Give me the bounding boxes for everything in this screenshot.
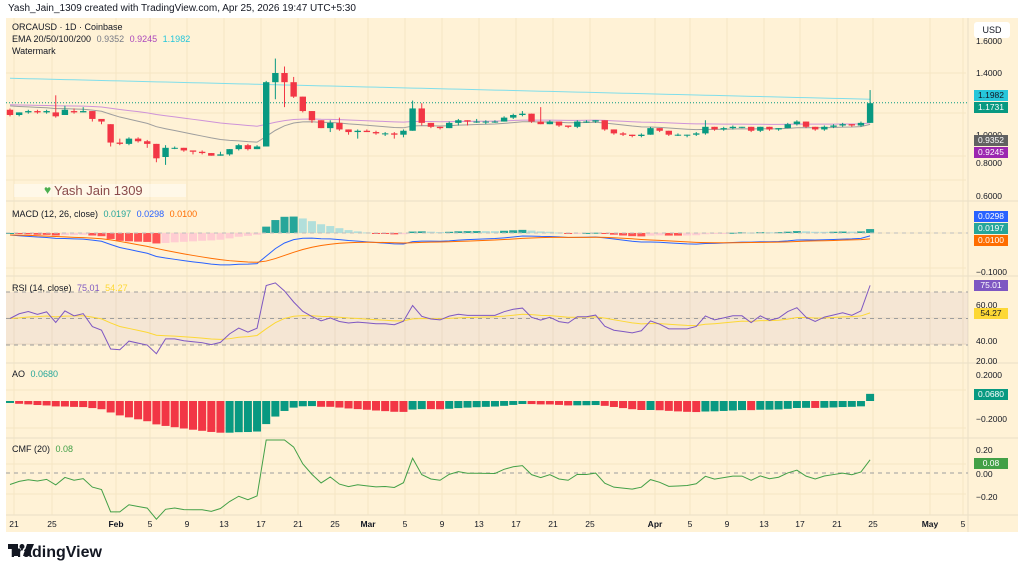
time-tick-label: 9 xyxy=(439,519,445,529)
time-tick-label: Mar xyxy=(360,519,376,529)
price-tag: 0.08 xyxy=(974,458,1008,469)
cmf-legend[interactable]: CMF (20) 0.08 xyxy=(12,444,76,454)
price-tag: 0.0100 xyxy=(974,235,1008,246)
tradingview-icon xyxy=(8,544,34,556)
time-tick-label: 5 xyxy=(960,519,966,529)
ao-legend[interactable]: AO 0.0680 xyxy=(12,369,61,379)
axis-tick-label: −0.20 xyxy=(976,492,998,502)
time-tick-label: 21 xyxy=(293,519,303,529)
chart-area[interactable]: ORCAUSD · 1D · Coinbase EMA 20/50/100/20… xyxy=(6,18,1018,532)
time-tick-label: 21 xyxy=(9,519,19,529)
time-tick-label: 25 xyxy=(868,519,878,529)
axis-tick-label: 0.8000 xyxy=(976,158,1002,168)
rsi-label: RSI (14, close) xyxy=(12,283,72,293)
axis-tick-label: 20.00 xyxy=(976,356,998,366)
watermark-text: Yash Jain 1309 xyxy=(54,183,143,198)
time-tick-label: 13 xyxy=(474,519,484,529)
heart-icon: ♥ xyxy=(44,183,52,197)
chart-credit: Yash_Jain_1309 created with TradingView.… xyxy=(8,3,356,14)
ao-label: AO xyxy=(12,369,26,379)
time-tick-label: 17 xyxy=(795,519,805,529)
price-tag: 0.0298 xyxy=(974,211,1008,222)
price-tag: 75.01 xyxy=(974,280,1008,291)
time-tick-label: 13 xyxy=(219,519,229,529)
axis-tick-label: 0.00 xyxy=(976,469,993,479)
time-tick-label: 5 xyxy=(147,519,153,529)
price-tag: 0.0680 xyxy=(974,389,1008,400)
price-tag: 0.9245 xyxy=(974,147,1008,158)
price-tag: 1.1982 xyxy=(974,90,1008,101)
ema-value-2: 0.9245 xyxy=(129,34,158,44)
ema-legend[interactable]: EMA 20/50/100/200 0.9352 0.9245 1.1982 xyxy=(12,34,193,44)
symbol-line: ORCAUSD · 1D · Coinbase xyxy=(12,22,123,32)
price-tag: 54.27 xyxy=(974,308,1008,319)
time-tick-label: May xyxy=(921,519,939,529)
watermark-label: Watermark xyxy=(12,46,56,56)
rsi-value: 75.01 xyxy=(77,283,100,293)
axis-tick-label: 0.2000 xyxy=(976,370,1002,380)
time-tick-label: 5 xyxy=(402,519,408,529)
axis-tick-label: 1.4000 xyxy=(976,68,1002,78)
chart-canvas[interactable] xyxy=(6,18,1018,532)
price-tag: 1.1731 xyxy=(974,102,1008,113)
time-tick-label: 25 xyxy=(47,519,57,529)
time-tick-label: 9 xyxy=(724,519,730,529)
axis-tick-label: 60.00 xyxy=(976,300,998,310)
time-tick-label: 17 xyxy=(256,519,266,529)
watermark-legend[interactable]: Watermark xyxy=(12,46,59,56)
time-tick-label: 25 xyxy=(585,519,595,529)
tradingview-logo[interactable]: TradingView xyxy=(8,544,102,562)
time-tick-label: 17 xyxy=(511,519,521,529)
ema-value-3: 1.1982 xyxy=(162,34,191,44)
axis-tick-label: −0.2000 xyxy=(976,414,1007,424)
watermark: ♥ Yash Jain 1309 xyxy=(14,184,186,197)
rsi-legend[interactable]: RSI (14, close) 75.01 54.27 xyxy=(12,283,131,293)
cmf-value: 0.08 xyxy=(55,444,74,454)
ema-value-1: 0.9352 xyxy=(96,34,125,44)
time-tick-label: 25 xyxy=(330,519,340,529)
time-tick-label: Apr xyxy=(647,519,663,529)
cmf-label: CMF (20) xyxy=(12,444,50,454)
rsi-ma-value: 54.27 xyxy=(105,283,128,293)
macd-hist-value: 0.0197 xyxy=(103,209,132,219)
time-tick-label: Feb xyxy=(108,519,124,529)
macd-value: 0.0298 xyxy=(136,209,165,219)
macd-signal-value: 0.0100 xyxy=(169,209,198,219)
axis-tick-label: −0.1000 xyxy=(976,267,1007,277)
time-tick-label: 5 xyxy=(687,519,693,529)
time-tick-label: 9 xyxy=(184,519,190,529)
axis-tick-label: 0.20 xyxy=(976,445,993,455)
axis-tick-label: 40.00 xyxy=(976,336,998,346)
symbol-legend[interactable]: ORCAUSD · 1D · Coinbase xyxy=(12,22,126,32)
ema-label: EMA 20/50/100/200 xyxy=(12,34,92,44)
macd-label: MACD (12, 26, close) xyxy=(12,209,99,219)
time-tick-label: 13 xyxy=(759,519,769,529)
time-tick-label: 21 xyxy=(832,519,842,529)
currency-button[interactable]: USD xyxy=(974,22,1010,38)
axis-tick-label: 0.6000 xyxy=(976,191,1002,201)
axis-tick-label: 1.6000 xyxy=(976,36,1002,46)
macd-legend[interactable]: MACD (12, 26, close) 0.0197 0.0298 0.010… xyxy=(12,209,200,219)
time-tick-label: 21 xyxy=(548,519,558,529)
price-tag: 0.9352 xyxy=(974,135,1008,146)
ao-value: 0.0680 xyxy=(30,369,59,379)
price-tag: 0.0197 xyxy=(974,223,1008,234)
